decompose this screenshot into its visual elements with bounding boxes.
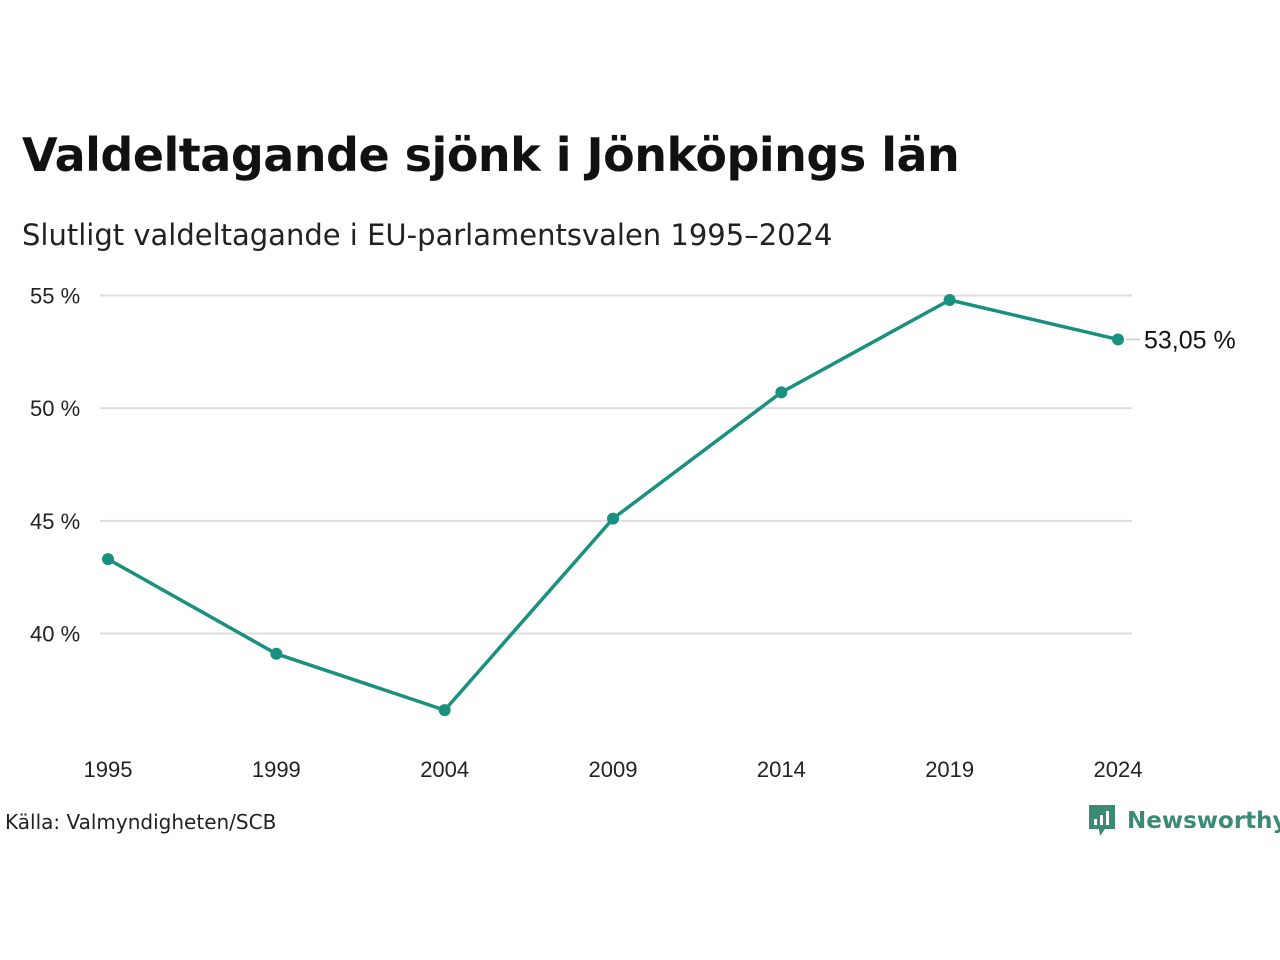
x-tick-label: 2009 [589,757,638,782]
data-point [438,704,451,717]
brand-logo: Newsworthy [1087,803,1280,839]
x-tick-label: 2004 [420,757,469,782]
x-tick-label: 2019 [925,757,974,782]
data-point [943,294,956,307]
newsworthy-logo-icon [1089,805,1115,836]
y-tick-label: 55 % [30,284,80,309]
series-line [107,298,1119,712]
data-point [607,512,619,525]
y-tick-label: 50 % [30,396,80,421]
y-tick-label: 45 % [30,509,80,534]
brand-name: Newsworthy [1127,808,1280,834]
end-value-label: 53,05 % [1144,326,1236,354]
x-tick-label: 2024 [1094,757,1143,782]
chart-subtitle: Slutligt valdeltagande i EU-parlamentsva… [22,218,833,252]
data-point [102,553,114,566]
data-point [1112,333,1124,346]
data-point [775,386,788,399]
x-tick-label: 2014 [757,757,806,782]
chart-title: Valdeltagande sjönk i Jönköpings län [22,128,960,182]
x-tick-label: 1999 [252,757,301,782]
y-tick-label: 40 % [30,622,80,647]
source-note: Källa: Valmyndigheten/SCB [5,810,277,834]
data-point [270,647,283,660]
x-tick-label: 1995 [84,757,133,782]
